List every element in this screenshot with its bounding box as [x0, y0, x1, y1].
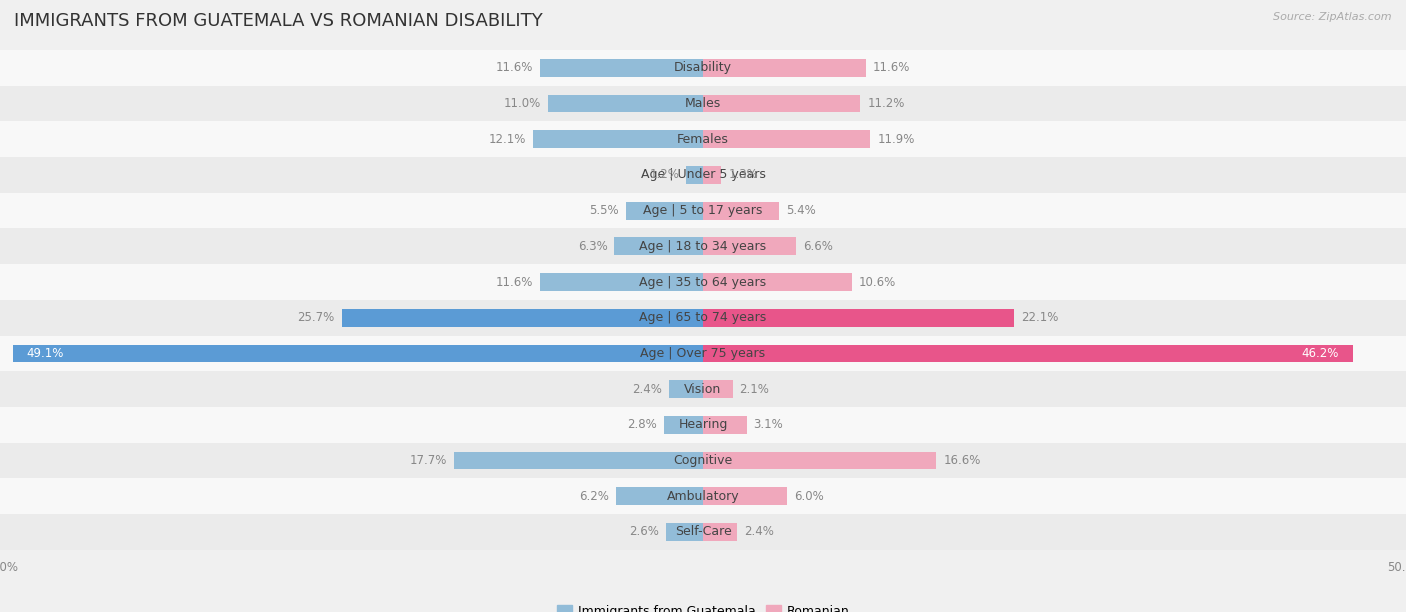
- Bar: [703, 380, 733, 398]
- Bar: [0, 228, 1406, 264]
- Text: 6.0%: 6.0%: [794, 490, 824, 502]
- Bar: [13, 345, 703, 362]
- Text: Age | 18 to 34 years: Age | 18 to 34 years: [640, 240, 766, 253]
- Text: Age | 5 to 17 years: Age | 5 to 17 years: [644, 204, 762, 217]
- Text: Age | 35 to 64 years: Age | 35 to 64 years: [640, 275, 766, 288]
- Text: Females: Females: [678, 133, 728, 146]
- Text: 11.6%: 11.6%: [495, 275, 533, 288]
- Text: 2.4%: 2.4%: [633, 382, 662, 395]
- Text: Age | 65 to 74 years: Age | 65 to 74 years: [640, 312, 766, 324]
- Bar: [540, 59, 703, 76]
- Bar: [0, 50, 1406, 86]
- Bar: [342, 309, 703, 327]
- Text: Disability: Disability: [673, 61, 733, 74]
- Text: 11.6%: 11.6%: [873, 61, 911, 74]
- Text: 11.2%: 11.2%: [868, 97, 905, 110]
- Text: Age | Over 75 years: Age | Over 75 years: [641, 347, 765, 360]
- Bar: [703, 523, 737, 541]
- Bar: [533, 130, 703, 148]
- Bar: [548, 95, 703, 113]
- Bar: [454, 452, 703, 469]
- Text: Hearing: Hearing: [678, 419, 728, 431]
- Bar: [703, 237, 796, 255]
- Bar: [669, 380, 703, 398]
- Bar: [703, 273, 852, 291]
- Text: 3.1%: 3.1%: [754, 419, 783, 431]
- Bar: [703, 130, 870, 148]
- Text: 5.5%: 5.5%: [589, 204, 619, 217]
- Text: Self-Care: Self-Care: [675, 526, 731, 539]
- Bar: [703, 345, 1353, 362]
- Text: 46.2%: 46.2%: [1301, 347, 1339, 360]
- Bar: [666, 523, 703, 541]
- Text: Cognitive: Cognitive: [673, 454, 733, 467]
- Text: Age | Under 5 years: Age | Under 5 years: [641, 168, 765, 181]
- Text: IMMIGRANTS FROM GUATEMALA VS ROMANIAN DISABILITY: IMMIGRANTS FROM GUATEMALA VS ROMANIAN DI…: [14, 12, 543, 30]
- Text: Ambulatory: Ambulatory: [666, 490, 740, 502]
- Bar: [0, 264, 1406, 300]
- Text: 25.7%: 25.7%: [298, 312, 335, 324]
- Bar: [0, 479, 1406, 514]
- Bar: [0, 442, 1406, 479]
- Bar: [703, 95, 860, 113]
- Bar: [0, 371, 1406, 407]
- Bar: [0, 407, 1406, 442]
- Text: 16.6%: 16.6%: [943, 454, 981, 467]
- Bar: [626, 202, 703, 220]
- Text: 5.4%: 5.4%: [786, 204, 815, 217]
- Text: 12.1%: 12.1%: [488, 133, 526, 146]
- Bar: [0, 300, 1406, 335]
- Text: 11.6%: 11.6%: [495, 61, 533, 74]
- Bar: [0, 86, 1406, 121]
- Text: 17.7%: 17.7%: [409, 454, 447, 467]
- Text: 2.6%: 2.6%: [630, 526, 659, 539]
- Text: 2.8%: 2.8%: [627, 419, 657, 431]
- Bar: [0, 514, 1406, 550]
- Bar: [686, 166, 703, 184]
- Bar: [0, 121, 1406, 157]
- Text: 10.6%: 10.6%: [859, 275, 896, 288]
- Bar: [616, 487, 703, 505]
- Bar: [0, 157, 1406, 193]
- Text: 1.3%: 1.3%: [728, 168, 758, 181]
- Text: 2.4%: 2.4%: [744, 526, 773, 539]
- Text: 6.2%: 6.2%: [579, 490, 609, 502]
- Bar: [540, 273, 703, 291]
- Bar: [0, 193, 1406, 228]
- Bar: [664, 416, 703, 434]
- Text: 11.9%: 11.9%: [877, 133, 915, 146]
- Text: 2.1%: 2.1%: [740, 382, 769, 395]
- Bar: [703, 166, 721, 184]
- Bar: [703, 309, 1014, 327]
- Bar: [0, 335, 1406, 371]
- Bar: [614, 237, 703, 255]
- Text: 49.1%: 49.1%: [27, 347, 65, 360]
- Text: 22.1%: 22.1%: [1021, 312, 1059, 324]
- Legend: Immigrants from Guatemala, Romanian: Immigrants from Guatemala, Romanian: [551, 600, 855, 612]
- Text: Vision: Vision: [685, 382, 721, 395]
- Bar: [703, 416, 747, 434]
- Bar: [703, 59, 866, 76]
- Text: 6.6%: 6.6%: [803, 240, 832, 253]
- Text: Males: Males: [685, 97, 721, 110]
- Bar: [703, 202, 779, 220]
- Text: 1.2%: 1.2%: [650, 168, 679, 181]
- Text: 11.0%: 11.0%: [505, 97, 541, 110]
- Text: Source: ZipAtlas.com: Source: ZipAtlas.com: [1274, 12, 1392, 22]
- Bar: [703, 487, 787, 505]
- Text: 6.3%: 6.3%: [578, 240, 607, 253]
- Bar: [703, 452, 936, 469]
